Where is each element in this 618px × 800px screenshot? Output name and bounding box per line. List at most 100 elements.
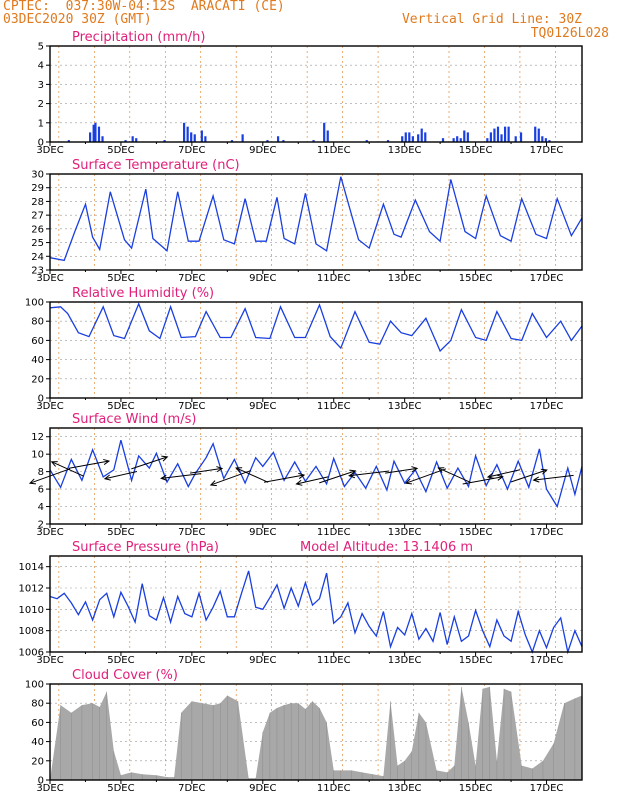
y-tick-label: 1010 [19, 605, 44, 616]
x-tick-label: 17DEC [530, 273, 564, 284]
wind-arrow-head [28, 478, 37, 485]
y-tick-label: 100 [25, 680, 44, 691]
wind-arrow [210, 470, 252, 486]
precip-bar [466, 132, 469, 142]
panel-wind [28, 427, 583, 528]
wind-arrow [235, 467, 269, 483]
precip-bar [489, 132, 492, 142]
x-tick-label: 9DEC [249, 145, 276, 156]
precip-bar [92, 124, 95, 142]
precip-bar [326, 130, 329, 142]
y-tick-label: 100 [25, 298, 44, 309]
x-tick-label: 11DEC [317, 655, 351, 666]
precip-bar [503, 126, 507, 142]
y-tick-label: 1 [38, 118, 44, 129]
x-tick-label: 13DEC [388, 273, 422, 284]
panel-frame [49, 555, 583, 653]
precip-bar [190, 132, 193, 142]
header-date: 03DEC2020 30Z (GMT) [3, 12, 152, 27]
wind-arrow [349, 470, 390, 477]
wind-arrow-head [496, 474, 504, 481]
x-tick-label: 3DEC [36, 401, 63, 412]
precip-bar [186, 126, 189, 142]
wind-arrow-head [348, 472, 356, 479]
wind-arrow [189, 467, 223, 474]
wind-arrow-head [209, 480, 217, 487]
model-altitude-note: Model Altitude: 13.1406 m [300, 540, 473, 555]
y-tick-label: 4 [38, 502, 44, 513]
y-tick-label: 0 [38, 138, 44, 149]
precip-bar [541, 136, 544, 142]
wind-arrow-head [532, 476, 540, 483]
x-tick-label: 7DEC [178, 783, 205, 794]
panel-temp [46, 173, 583, 274]
x-tick-label: 15DEC [459, 783, 493, 794]
y-tick-label: 1014 [19, 562, 44, 573]
x-tick-label: 3DEC [36, 527, 63, 538]
wind-arrow-head [298, 472, 306, 479]
precip-bar [411, 136, 414, 142]
x-tick-label: 5DEC [107, 783, 134, 794]
precip-bar [459, 138, 462, 142]
y-tick-label: 40 [31, 737, 44, 748]
precip-bar [200, 130, 203, 142]
precip-bar [401, 136, 404, 142]
wind-arrow-head [160, 474, 168, 481]
wind-arrow [405, 468, 447, 484]
wind-arrow [438, 467, 471, 483]
precip-bar [276, 136, 280, 142]
x-tick-label: 15DEC [459, 145, 493, 156]
wind-arrow-head [103, 474, 111, 481]
panel-frame [49, 301, 583, 399]
precip-bar [424, 132, 427, 142]
y-tick-label: 1006 [19, 648, 44, 659]
precip-bar [519, 132, 523, 142]
wind-arrow-head [404, 478, 412, 485]
precip-bar [97, 126, 101, 142]
x-tick-label: 3DEC [36, 273, 63, 284]
y-tick-label: 28 [31, 197, 44, 208]
wind-arrow [319, 470, 356, 484]
precip-bar [101, 136, 104, 142]
x-tick-label: 5DEC [107, 401, 134, 412]
precip-bar [204, 136, 207, 142]
y-tick-label: 2 [38, 99, 44, 110]
y-tick-label: 24 [31, 252, 44, 263]
wind-arrow-head [161, 455, 169, 462]
x-tick-label: 17DEC [530, 145, 564, 156]
precip-bar [241, 134, 244, 142]
x-tick-label: 5DEC [107, 273, 134, 284]
x-tick-label: 11DEC [317, 273, 351, 284]
precip-bar [386, 140, 390, 142]
precip-bar [500, 134, 503, 142]
x-tick-label: 9DEC [249, 783, 276, 794]
y-tick-label: 0 [38, 776, 44, 787]
y-tick-label: 26 [31, 224, 44, 235]
precip-bar [441, 138, 445, 142]
wind-arrow [385, 467, 418, 474]
x-tick-label: 9DEC [249, 527, 276, 538]
x-tick-label: 3DEC [36, 145, 63, 156]
wind-arrow-head [540, 468, 548, 475]
wind-arrow [263, 474, 305, 483]
wind-arrow-head [235, 467, 243, 473]
x-tick-label: 17DEC [530, 655, 564, 666]
precip-bar [230, 140, 234, 142]
y-tick-label: 12 [31, 432, 44, 443]
precip-bar [420, 128, 423, 142]
panel-precip [46, 45, 583, 146]
x-tick-label: 5DEC [107, 527, 134, 538]
x-tick-label: 15DEC [459, 527, 493, 538]
wind-arrow [510, 469, 547, 483]
precip-bar [507, 126, 510, 142]
y-tick-label: 80 [31, 699, 44, 710]
panel-title-rh: Relative Humidity (%) [72, 286, 214, 301]
panel-title-temp: Surface Temperature (nC) [72, 158, 240, 173]
precip-bar [456, 136, 459, 142]
y-tick-label: 1012 [19, 584, 44, 595]
y-tick-label: 23 [31, 266, 44, 277]
precip-bar [544, 138, 547, 142]
precip-bar [548, 140, 551, 142]
y-tick-label: 6 [38, 485, 44, 496]
